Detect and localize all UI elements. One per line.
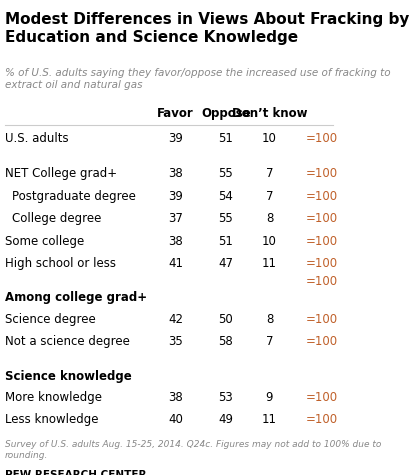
Text: =100: =100 <box>305 235 337 247</box>
Text: =100: =100 <box>305 132 337 144</box>
Text: 58: 58 <box>218 335 233 348</box>
Text: 10: 10 <box>262 235 277 247</box>
Text: =100: =100 <box>305 257 337 270</box>
Text: 38: 38 <box>168 167 183 180</box>
Text: 9: 9 <box>266 391 273 404</box>
Text: =100: =100 <box>305 190 337 203</box>
Text: =100: =100 <box>305 313 337 326</box>
Text: 51: 51 <box>218 235 234 247</box>
Text: 42: 42 <box>168 313 183 326</box>
Text: =100: =100 <box>305 335 337 348</box>
Text: 53: 53 <box>218 391 233 404</box>
Text: Less knowledge: Less knowledge <box>5 413 98 426</box>
Text: 51: 51 <box>218 132 234 144</box>
Text: Among college grad+: Among college grad+ <box>5 292 147 304</box>
Text: PEW RESEARCH CENTER: PEW RESEARCH CENTER <box>5 470 146 475</box>
Text: =100: =100 <box>305 167 337 180</box>
Text: 39: 39 <box>168 190 183 203</box>
Text: Modest Differences in Views About Fracking by
Education and Science Knowledge: Modest Differences in Views About Fracki… <box>5 12 409 46</box>
Text: 55: 55 <box>218 167 233 180</box>
Text: % of U.S. adults saying they favor/oppose the increased use of fracking to
extra: % of U.S. adults saying they favor/oppos… <box>5 68 390 90</box>
Text: Some college: Some college <box>5 235 84 247</box>
Text: =100: =100 <box>305 275 337 288</box>
Text: 55: 55 <box>218 212 233 225</box>
Text: 54: 54 <box>218 190 234 203</box>
Text: 10: 10 <box>262 132 277 144</box>
Text: 47: 47 <box>218 257 234 270</box>
Text: College degree: College degree <box>12 212 102 225</box>
Text: 38: 38 <box>168 235 183 247</box>
Text: 8: 8 <box>266 313 273 326</box>
Text: 41: 41 <box>168 257 183 270</box>
Text: 11: 11 <box>262 413 277 426</box>
Text: Science degree: Science degree <box>5 313 95 326</box>
Text: More knowledge: More knowledge <box>5 391 102 404</box>
Text: U.S. adults: U.S. adults <box>5 132 68 144</box>
Text: 11: 11 <box>262 257 277 270</box>
Text: Science knowledge: Science knowledge <box>5 370 131 382</box>
Text: Favor: Favor <box>157 107 194 120</box>
Text: Postgraduate degree: Postgraduate degree <box>12 190 136 203</box>
Text: Oppose: Oppose <box>201 107 251 120</box>
Text: =100: =100 <box>305 391 337 404</box>
Text: 38: 38 <box>168 391 183 404</box>
Text: 35: 35 <box>168 335 183 348</box>
Text: NET College grad+: NET College grad+ <box>5 167 117 180</box>
Text: Survey of U.S. adults Aug. 15-25, 2014. Q24c. Figures may not add to 100% due to: Survey of U.S. adults Aug. 15-25, 2014. … <box>5 440 381 460</box>
Text: 7: 7 <box>266 190 273 203</box>
Text: 50: 50 <box>218 313 233 326</box>
Text: Not a science degree: Not a science degree <box>5 335 130 348</box>
Text: 8: 8 <box>266 212 273 225</box>
Text: 40: 40 <box>168 413 183 426</box>
Text: =100: =100 <box>305 413 337 426</box>
Text: Don’t know: Don’t know <box>232 107 307 120</box>
Text: =100: =100 <box>305 212 337 225</box>
Text: High school or less: High school or less <box>5 257 116 270</box>
Text: 7: 7 <box>266 335 273 348</box>
Text: 7: 7 <box>266 167 273 180</box>
Text: 37: 37 <box>168 212 183 225</box>
Text: 39: 39 <box>168 132 183 144</box>
Text: 49: 49 <box>218 413 234 426</box>
